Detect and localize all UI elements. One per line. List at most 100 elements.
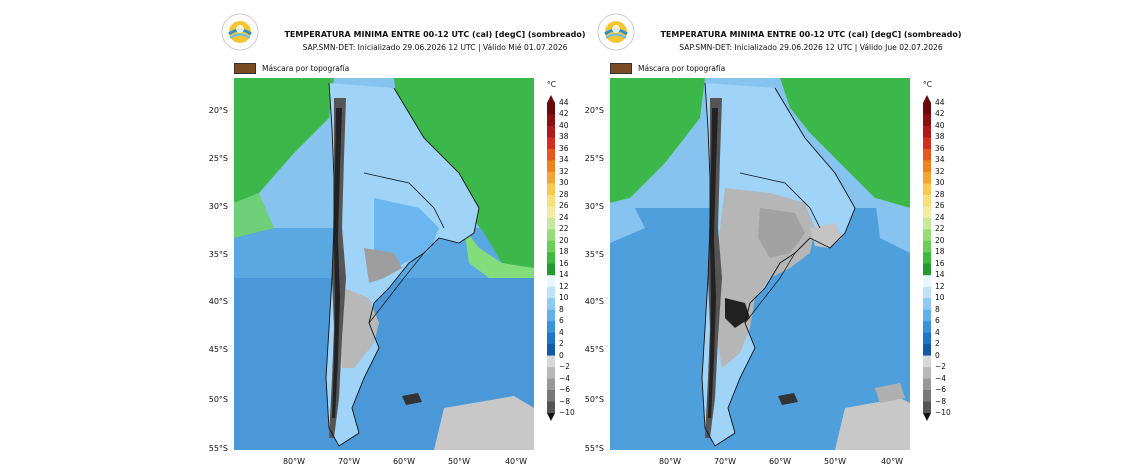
colorbar-tick-label: 28	[559, 189, 569, 199]
lat-label-25s: 25°S	[584, 154, 604, 163]
lat-label-50s: 50°S	[584, 395, 604, 404]
lon-label-60w: 60°W	[768, 457, 792, 466]
map-title: TEMPERATURA MINIMA ENTRE 00-12 UTC (cal)…	[284, 30, 586, 39]
colorbar-tick-label: 34	[935, 155, 945, 165]
lon-label-80w: 80°W	[282, 457, 306, 466]
colorbar-segment	[923, 263, 931, 276]
colorbar-tick-label: 44	[935, 98, 945, 107]
colorbar-segment	[923, 367, 931, 380]
colorbar-segment	[547, 148, 555, 161]
colorbar-tick-label: 24	[559, 212, 569, 222]
colorbar-segment	[923, 252, 931, 265]
colorbar-tick-label: −2	[935, 362, 947, 372]
colorbar-tick-label: 6	[559, 316, 564, 326]
topography-mask-label: Máscara por topografía	[638, 63, 726, 73]
colorbar-segment	[547, 125, 555, 138]
colorbar-tick-label: −10	[935, 408, 951, 417]
colorbar-tick-label: 30	[559, 178, 569, 188]
colorbar-tick-label: 6	[935, 316, 940, 326]
colorbar-segment	[547, 217, 555, 230]
lat-label-45s: 45°S	[584, 345, 604, 354]
colorbar-segment	[923, 355, 931, 368]
colorbar-segment	[923, 160, 931, 173]
colorbar-tick-label: 36	[935, 143, 945, 153]
colorbar-segment	[923, 206, 931, 219]
colorbar-tick-label: 32	[935, 166, 945, 176]
colorbar-tick-label: 16	[935, 258, 945, 268]
colorbar-segment	[547, 114, 555, 127]
colorbar-segment	[547, 378, 555, 391]
colorbar-segment	[923, 171, 931, 184]
lon-label-50w: 50°W	[823, 457, 847, 466]
colorbar-tick-label: 44	[559, 98, 569, 107]
topography-mask-swatch	[610, 62, 632, 74]
colorbar-tick-label: 10	[935, 293, 945, 303]
colorbar	[923, 95, 931, 421]
lat-label-35s: 35°S	[208, 250, 228, 259]
lon-label-50w: 50°W	[447, 457, 471, 466]
colorbar-tick-label: 38	[935, 132, 945, 142]
lat-label-45s: 45°S	[208, 345, 228, 354]
lat-label-50s: 50°S	[208, 395, 228, 404]
colorbar-tick-label: −8	[559, 396, 571, 406]
colorbar-segment	[923, 344, 931, 357]
colorbar-tick-label: −4	[935, 373, 947, 383]
colorbar-tick-label: 28	[935, 189, 945, 199]
colorbar-tick-label: 16	[559, 258, 569, 268]
colorbar-segment	[547, 401, 555, 414]
lat-label-40s: 40°S	[584, 297, 604, 306]
colorbar-segment	[923, 298, 931, 311]
lat-label-25s: 25°S	[208, 154, 228, 163]
lat-label-20s: 20°S	[208, 106, 228, 115]
colorbar-segment	[547, 309, 555, 322]
colorbar-tick-label: −4	[559, 373, 571, 383]
colorbar-segment	[923, 240, 931, 253]
colorbar-tick-label: 2	[935, 339, 940, 349]
colorbar-tick-label: 26	[559, 201, 569, 211]
colorbar-segment	[547, 183, 555, 196]
colorbar-segment	[547, 275, 555, 288]
colorbar-segment	[547, 252, 555, 265]
colorbar-segment	[923, 332, 931, 345]
colorbar-unit: °C	[923, 80, 932, 89]
colorbar-segment	[547, 229, 555, 242]
colorbar-segment	[547, 367, 555, 380]
lon-label-80w: 80°W	[658, 457, 682, 466]
colorbar-tick-label: 32	[559, 166, 569, 176]
colorbar-tick-label: 22	[559, 224, 569, 234]
colorbar	[547, 95, 555, 421]
colorbar-segment	[547, 206, 555, 219]
colorbar-segment	[547, 240, 555, 253]
lon-label-40w: 40°W	[504, 457, 528, 466]
colorbar-tick-label: 42	[935, 109, 945, 119]
colorbar-tick-label: 14	[935, 270, 945, 280]
lon-label-70w: 70°W	[337, 457, 361, 466]
colorbar-tick-label: 24	[935, 212, 945, 222]
colorbar-segment	[923, 194, 931, 207]
colorbar-segment	[547, 355, 555, 368]
colorbar-tick-label: 36	[559, 143, 569, 153]
colorbar-segment	[923, 390, 931, 403]
colorbar-cap-bottom	[547, 413, 555, 421]
colorbar-segment	[923, 286, 931, 299]
map-panel-right: TEMPERATURA MINIMA ENTRE 00-12 UTC (cal)…	[585, 0, 972, 467]
colorbar-tick-label: 12	[559, 281, 569, 291]
colorbar-segment	[547, 321, 555, 334]
colorbar-tick-label: 20	[559, 235, 569, 245]
colorbar-segment	[547, 103, 555, 115]
colorbar-segment	[923, 309, 931, 322]
lat-label-30s: 30°S	[208, 202, 228, 211]
colorbar-tick-label: 0	[559, 350, 564, 360]
topography-mask-legend: Máscara por topografía	[610, 62, 725, 74]
colorbar-segment	[547, 137, 555, 150]
colorbar-tick-label: 38	[559, 132, 569, 142]
colorbar-segment	[923, 217, 931, 230]
colorbar-segment	[923, 401, 931, 414]
colorbar-cap-top	[547, 95, 555, 103]
colorbar-tick-label: 22	[935, 224, 945, 234]
topography-mask-legend: Máscara por topografía	[234, 62, 349, 74]
colorbar-scale	[923, 95, 931, 421]
colorbar-tick-label: 2	[559, 339, 564, 349]
topography-mask-label: Máscara por topografía	[262, 63, 350, 73]
colorbar-tick-label: 10	[559, 293, 569, 303]
